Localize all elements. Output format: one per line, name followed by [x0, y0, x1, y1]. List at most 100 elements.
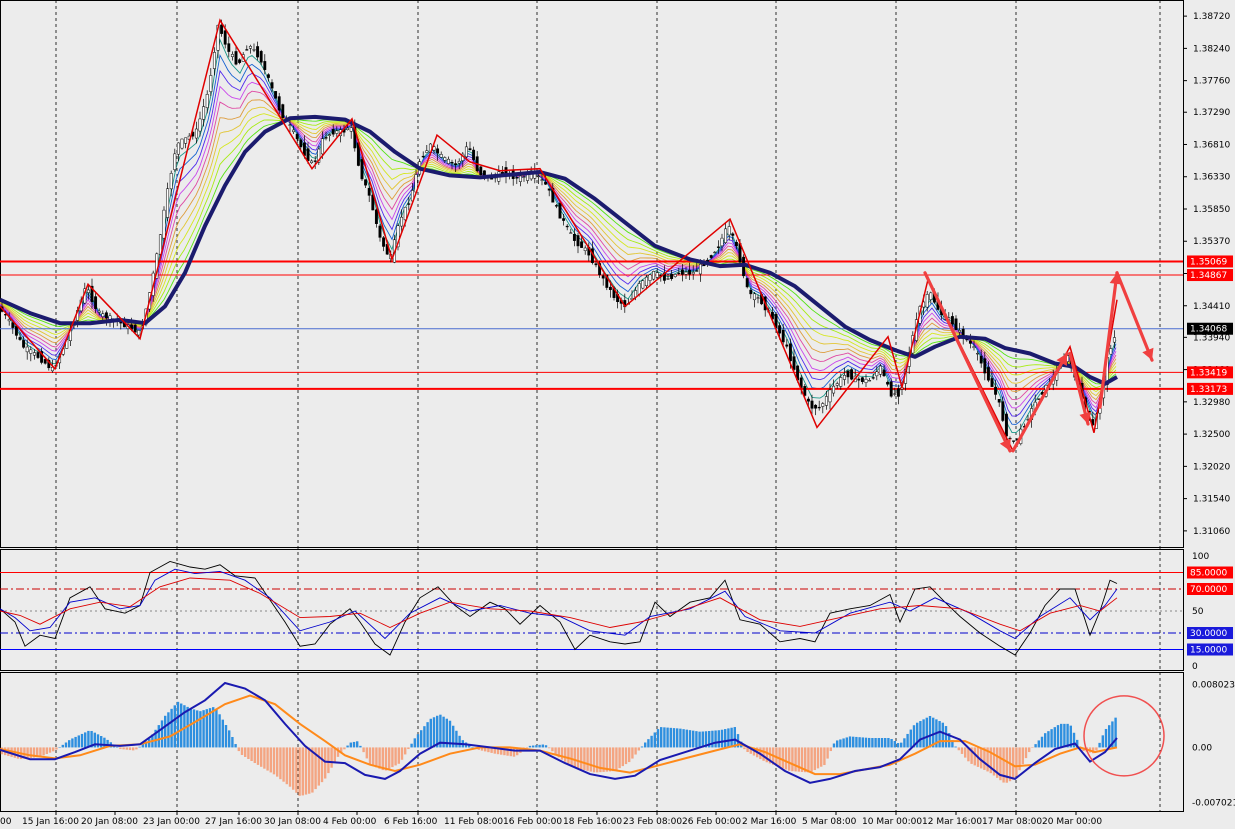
- candle-body: [306, 148, 310, 161]
- thick-moving-average-line: [0, 114, 1118, 386]
- time-axis-label: 27 Jan 16:00: [205, 817, 262, 827]
- macd-histogram-bar: [986, 747, 989, 772]
- candle-body: [436, 148, 440, 154]
- macd-histogram-bar: [1040, 736, 1044, 748]
- macd-histogram-bar: [336, 747, 340, 757]
- ribbon-line: [0, 106, 1117, 397]
- price-level-badge: [1187, 322, 1233, 335]
- candle-body: [518, 175, 522, 182]
- price-tick-label: 1.37290: [1193, 108, 1230, 118]
- macd-histogram-bar: [672, 728, 676, 748]
- candle-body: [547, 188, 551, 191]
- macd-histogram-bar: [928, 716, 932, 748]
- candle-body: [637, 283, 641, 295]
- macd-histogram-bar: [32, 747, 36, 758]
- candle-body: [446, 158, 450, 164]
- candle-body: [1037, 398, 1041, 400]
- candle-body: [731, 233, 735, 236]
- macd-histogram-bar: [298, 747, 301, 796]
- arrow-shaft: [1011, 351, 1069, 453]
- macd-histogram-bar: [180, 703, 183, 748]
- candle-body: [101, 313, 105, 317]
- candle-body: [209, 75, 213, 92]
- macd-histogram-bar: [292, 747, 295, 790]
- candle-body: [832, 385, 836, 394]
- macd-histogram-bar: [698, 731, 701, 748]
- price-tick-label: 1.36330: [1193, 173, 1230, 183]
- candle-body: [684, 271, 688, 275]
- macd-histogram-bar: [532, 745, 535, 748]
- macd-histogram-bar: [909, 729, 912, 748]
- candle-body: [349, 127, 353, 132]
- candle-body: [11, 322, 15, 328]
- macd-histogram-bar: [1031, 747, 1034, 748]
- macd-histogram-bar: [727, 728, 730, 748]
- macd-histogram-bar: [1092, 747, 1095, 754]
- candle-body: [641, 280, 645, 289]
- macd-histogram-bar: [349, 742, 352, 748]
- macd-histogram-bar: [765, 747, 768, 763]
- oscillator-tick-label: 50: [1192, 607, 1204, 617]
- candle-body: [346, 127, 350, 131]
- candle-body: [450, 161, 454, 164]
- macd-histogram-bar: [836, 740, 839, 748]
- candle-body: [673, 274, 677, 277]
- candle-body: [850, 369, 854, 380]
- arrow-head: [1109, 272, 1122, 285]
- macd-histogram-bar: [839, 739, 842, 748]
- macd-histogram-bar: [39, 747, 42, 757]
- candle-body: [202, 106, 206, 120]
- macd-histogram-bar: [346, 745, 349, 748]
- macd-histogram-bar: [429, 718, 432, 748]
- macd-histogram-bar: [906, 733, 909, 748]
- arrow-shaft: [923, 271, 1012, 453]
- macd-histogram-bar: [980, 747, 983, 769]
- ribbon-line: [0, 118, 1117, 385]
- candle-body: [166, 188, 170, 218]
- candle-body: [234, 51, 238, 65]
- candle-body: [320, 138, 324, 155]
- macd-histogram-bar: [237, 747, 240, 752]
- time-axis-label: 17 Mar 08:00: [982, 817, 1042, 827]
- macd-histogram-bar: [253, 747, 256, 764]
- macd-histogram-bar: [196, 710, 199, 748]
- candle-body: [814, 404, 818, 409]
- macd-histogram-bar: [973, 747, 976, 766]
- macd-histogram-bar: [887, 738, 890, 748]
- macd-histogram-bar: [666, 727, 669, 748]
- pane-frames: [0, 0, 1184, 812]
- macd-histogram-bar: [1034, 744, 1037, 748]
- candle-body: [986, 367, 990, 381]
- macd-histogram-bar: [596, 747, 599, 773]
- macd-histogram-bar: [432, 717, 436, 748]
- candle-body: [871, 377, 875, 379]
- candle-body: [803, 386, 807, 396]
- macd-histogram-bar: [445, 718, 448, 748]
- candle-body: [608, 286, 612, 290]
- candle-body: [1004, 413, 1008, 437]
- macd-histogram-bar: [720, 729, 724, 748]
- candle-body: [104, 312, 108, 319]
- macd-histogram-bar: [538, 744, 541, 748]
- macd-histogram-bar: [919, 721, 922, 748]
- candle-body: [875, 371, 879, 377]
- candle-body: [734, 241, 738, 247]
- macd-histogram-bar: [637, 747, 640, 751]
- candle-body: [756, 297, 760, 299]
- macd-histogram-bar: [71, 738, 74, 748]
- macd-histogram-bar: [1063, 723, 1066, 748]
- candle-body: [86, 289, 90, 293]
- candle-body: [745, 278, 749, 288]
- time-axis-label: 15 Jan 16:00: [22, 817, 79, 827]
- macd-histogram-bar: [999, 747, 1002, 781]
- macd-histogram-bar: [295, 747, 298, 793]
- macd-histogram-bar: [304, 747, 308, 795]
- candle-body: [464, 146, 468, 158]
- macd-histogram-bar: [154, 729, 157, 748]
- candle-body: [778, 325, 782, 334]
- macd-histogram-bar: [871, 738, 874, 748]
- time-axis-label: 16 Feb 00:00: [503, 817, 562, 827]
- candle-body: [274, 91, 278, 99]
- macd-histogram-bar: [717, 730, 720, 748]
